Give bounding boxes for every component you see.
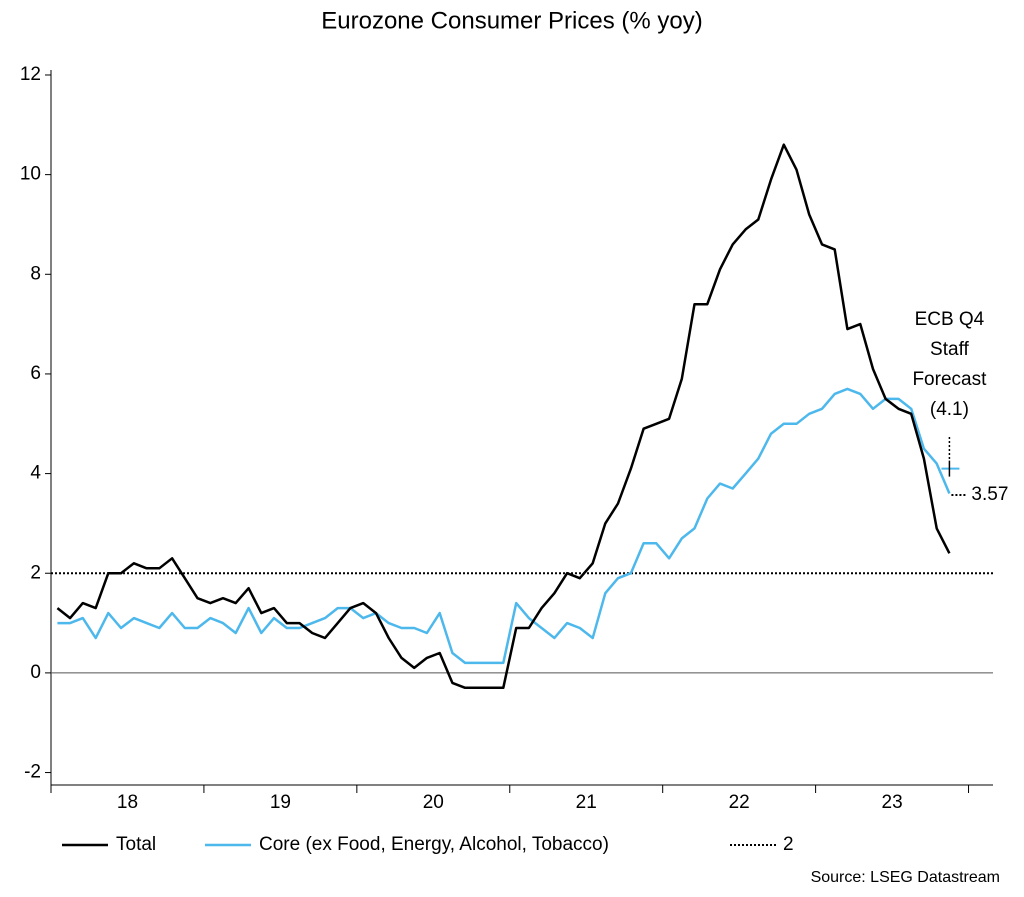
annotation: Staff: [930, 339, 969, 360]
legend-label: 2: [783, 834, 794, 855]
x-tick-label: 22: [729, 792, 750, 813]
y-tick-label: 6: [30, 363, 41, 384]
x-tick-label: 20: [423, 792, 444, 813]
legend-label: Total: [116, 834, 156, 855]
y-tick-label: 2: [30, 562, 41, 583]
x-tick-label: 18: [117, 792, 138, 813]
x-tick-label: 21: [576, 792, 597, 813]
y-tick-label: 0: [30, 662, 41, 683]
y-tick-label: 4: [30, 463, 41, 484]
end-label: 3.57: [971, 484, 1008, 505]
chart-title: Eurozone Consumer Prices (% yoy): [321, 7, 702, 34]
series-line: [57, 387, 951, 665]
annotation: ECB Q4: [915, 309, 985, 330]
y-tick-label: 8: [30, 263, 41, 284]
legend-label: Core (ex Food, Energy, Alcohol, Tobacco): [259, 834, 609, 855]
series-line: [56, 143, 951, 690]
x-tick-label: 19: [270, 792, 291, 813]
y-tick-label: 12: [20, 64, 41, 85]
y-tick-label: 10: [20, 164, 41, 185]
y-tick-label: -2: [24, 762, 41, 783]
annotation: (4.1): [930, 399, 969, 420]
annotation: Forecast: [912, 369, 987, 390]
source: Source: LSEG Datastream: [811, 869, 1000, 886]
x-tick-label: 23: [882, 792, 903, 813]
